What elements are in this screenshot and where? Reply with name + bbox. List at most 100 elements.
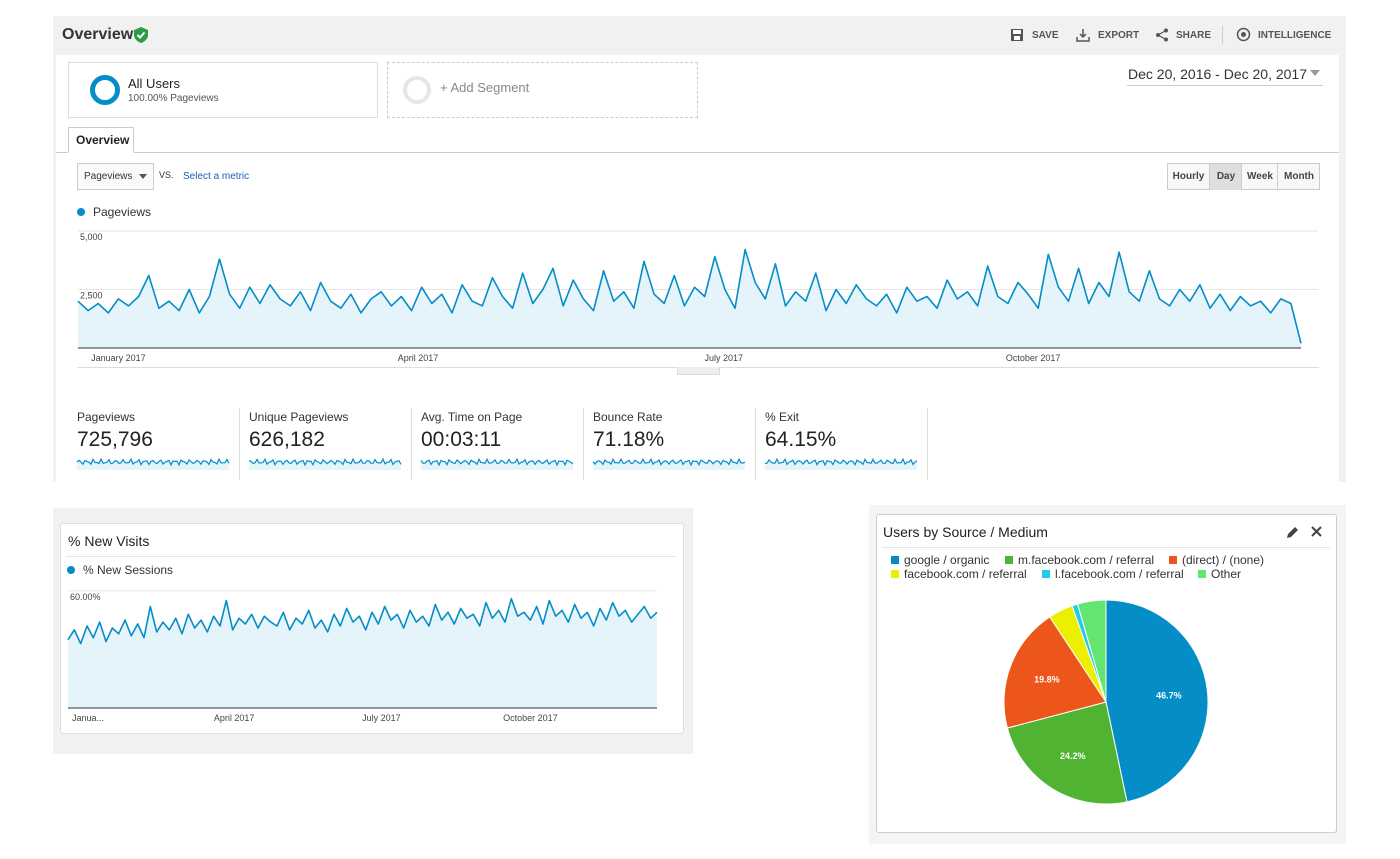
- granularity-button[interactable]: Day: [1209, 164, 1242, 190]
- legend-swatch: [1198, 570, 1206, 578]
- pie-slice: [1006, 701, 1128, 805]
- tab-line: [56, 152, 1339, 153]
- date-underline: [1127, 85, 1323, 86]
- x-tick-label: October 2017: [1006, 353, 1061, 363]
- widget-header-line: [882, 547, 1330, 548]
- area: [78, 249, 1301, 348]
- pie-slice: [1003, 616, 1107, 729]
- legend-label: facebook.com / referral: [904, 567, 1027, 581]
- sparkline: [76, 457, 230, 467]
- x-tick-label: January 2017: [91, 353, 146, 363]
- divider: [1222, 26, 1223, 44]
- widget-controls[interactable]: [1286, 525, 1326, 539]
- legend-label: Pageviews: [93, 205, 151, 219]
- save-button[interactable]: SAVE: [1032, 30, 1059, 41]
- sparkline: [248, 457, 402, 467]
- line: [77, 248, 1302, 344]
- metric-divider: [411, 408, 412, 480]
- legend-label: google / organic: [904, 553, 989, 567]
- granularity-button[interactable]: Week: [1241, 164, 1278, 190]
- overview-card: [56, 55, 1339, 482]
- metric-dropdown-label[interactable]: Pageviews: [84, 171, 133, 182]
- y-tick-label: 60.00%: [70, 592, 101, 602]
- intelligence-button[interactable]: INTELLIGENCE: [1258, 30, 1332, 41]
- sparkline-area: [249, 459, 401, 470]
- date-range[interactable]: Dec 20, 2016 - Dec 20, 2017: [1128, 66, 1308, 82]
- legend-swatch: [1169, 556, 1177, 564]
- line: [67, 597, 658, 645]
- slice-label: 46.7%: [1156, 690, 1182, 700]
- save-icon[interactable]: [1010, 28, 1024, 42]
- share-icon[interactable]: [1155, 28, 1169, 42]
- segment-ring: [90, 75, 120, 105]
- tab[interactable]: [68, 127, 134, 153]
- legend-label: Other: [1211, 567, 1241, 581]
- x-tick-label: April 2017: [398, 353, 439, 363]
- y-tick-label: 2,500: [80, 291, 103, 301]
- legend-label: % New Sessions: [83, 563, 173, 577]
- legend-dot: [77, 208, 85, 216]
- legend-label: m.facebook.com / referral: [1018, 553, 1154, 567]
- metric-divider: [755, 408, 756, 480]
- metric-value: 71.18%: [593, 428, 665, 451]
- widget-header-line: [66, 556, 676, 557]
- metric-dropdown[interactable]: [77, 163, 154, 190]
- metric-label: Unique Pageviews: [249, 410, 349, 424]
- sparkline: [420, 457, 574, 467]
- metric-divider: [239, 408, 240, 480]
- granularity-group: Hourly Day Week Month: [1167, 163, 1320, 190]
- metric-value: 64.15%: [765, 428, 837, 451]
- share-button[interactable]: SHARE: [1176, 30, 1212, 41]
- add-segment-label[interactable]: + Add Segment: [440, 80, 530, 95]
- x-tick-label: July 2017: [704, 353, 743, 363]
- segment-name: All Users: [128, 76, 181, 91]
- sparkline: [592, 457, 746, 467]
- legend-label: l.facebook.com / referral: [1055, 567, 1184, 581]
- legend-swatch: [1042, 570, 1050, 578]
- tab-label[interactable]: Overview: [76, 133, 130, 147]
- metric-label: Bounce Rate: [593, 410, 663, 424]
- metric-value: 725,796: [77, 428, 153, 451]
- intelligence-icon[interactable]: [1236, 27, 1251, 42]
- sparkline-area: [421, 459, 573, 470]
- pie-slice: [1076, 599, 1107, 703]
- export-icon[interactable]: [1076, 28, 1090, 42]
- date-dropdown-arrow[interactable]: [1310, 70, 1320, 76]
- select-metric-link[interactable]: Select a metric: [183, 171, 250, 182]
- x-tick-label: April 2017: [214, 713, 255, 723]
- x-tick-label: October 2017: [503, 713, 558, 723]
- pie-slice: [1105, 599, 1209, 803]
- legend-swatch: [891, 556, 899, 564]
- metric-divider: [927, 408, 928, 480]
- export-button[interactable]: EXPORT: [1098, 30, 1140, 41]
- slice-label: 24.2%: [1060, 751, 1086, 761]
- widget-title: % New Visits: [68, 533, 150, 549]
- add-segment[interactable]: [387, 62, 698, 118]
- metric-label: Pageviews: [77, 410, 136, 424]
- page-title: Overview: [62, 26, 134, 43]
- granularity-button[interactable]: Hourly: [1172, 171, 1205, 182]
- sparkline: [764, 457, 918, 467]
- legend-swatch: [891, 570, 899, 578]
- verified-icon: [134, 27, 148, 43]
- legend-dot: [67, 566, 75, 574]
- x-tick-label: Janua...: [72, 713, 104, 723]
- vs-label: VS.: [159, 170, 174, 180]
- metric-label: Avg. Time on Page: [421, 410, 523, 424]
- metric-divider: [583, 408, 584, 480]
- add-segment-ring: [403, 76, 431, 104]
- segment-detail: 100.00% Pageviews: [128, 93, 219, 104]
- area: [68, 598, 657, 708]
- collapse-handle[interactable]: [677, 367, 720, 375]
- legend-label: (direct) / (none): [1182, 553, 1264, 567]
- metric-label: % Exit: [765, 410, 800, 424]
- y-tick-label: 5,000: [80, 232, 103, 242]
- widget-title: Users by Source / Medium: [883, 524, 1048, 540]
- legend-swatch: [1005, 556, 1013, 564]
- granularity-button[interactable]: Month: [1277, 164, 1320, 190]
- dropdown-arrow: [139, 174, 147, 179]
- slice-label: 19.8%: [1034, 674, 1060, 684]
- metric-value: 626,182: [249, 428, 325, 451]
